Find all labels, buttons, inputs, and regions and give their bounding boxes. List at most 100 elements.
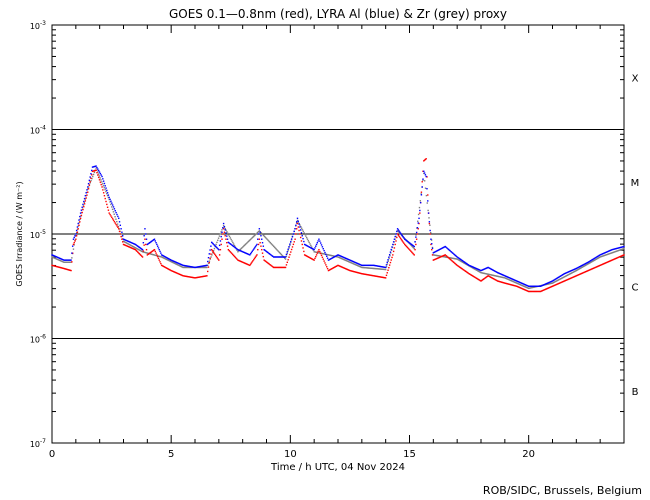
data-point <box>165 256 167 258</box>
data-point <box>70 261 72 263</box>
data-point <box>251 250 253 253</box>
data-point <box>481 269 484 271</box>
data-point <box>617 256 619 259</box>
data-point <box>121 238 124 240</box>
data-point <box>336 254 338 257</box>
data-point <box>313 259 315 261</box>
data-point <box>489 273 491 276</box>
data-point <box>231 252 233 255</box>
data-point <box>188 265 190 268</box>
data-point <box>111 218 114 220</box>
data-point <box>143 235 145 237</box>
data-point <box>539 290 542 293</box>
data-point <box>512 278 515 281</box>
data-point <box>257 231 259 234</box>
data-point <box>92 166 95 168</box>
data-point <box>463 262 465 264</box>
data-point <box>180 265 183 268</box>
data-point <box>90 180 92 182</box>
data-point <box>102 185 105 187</box>
data-point <box>338 265 340 267</box>
data-point <box>58 266 60 268</box>
data-point <box>170 269 172 272</box>
data-point <box>200 266 202 269</box>
data-point <box>72 248 75 250</box>
y-axis: 10-310-410-510-610-7 <box>30 20 624 449</box>
data-point <box>431 243 433 245</box>
data-point <box>141 255 143 257</box>
data-point <box>275 248 277 250</box>
data-point <box>233 246 236 248</box>
data-point <box>388 253 391 256</box>
data-point <box>382 276 384 279</box>
data-point <box>222 222 225 225</box>
data-point <box>513 281 515 283</box>
data-point <box>201 275 203 278</box>
data-point <box>584 271 586 273</box>
data-point <box>186 275 189 278</box>
data-point <box>333 256 336 258</box>
data-point <box>218 254 221 256</box>
data-point <box>260 235 262 237</box>
data-point <box>299 226 301 228</box>
data-point <box>452 257 454 260</box>
data-point <box>279 252 282 255</box>
data-point <box>188 266 190 269</box>
data-point <box>65 261 67 263</box>
data-point <box>181 274 183 277</box>
data-point <box>119 233 122 235</box>
data-point <box>612 251 615 254</box>
data-point <box>412 253 415 255</box>
data-point <box>258 228 261 230</box>
data-point <box>93 170 96 172</box>
data-point <box>165 258 168 261</box>
data-point <box>478 269 480 271</box>
data-point <box>555 280 558 282</box>
data-point <box>472 266 475 268</box>
data-point <box>405 239 408 242</box>
data-point <box>156 243 158 246</box>
data-point <box>224 235 226 237</box>
data-point <box>386 261 388 264</box>
data-point <box>474 268 476 271</box>
data-point <box>596 258 598 260</box>
data-point <box>503 282 505 284</box>
data-point <box>249 253 252 255</box>
data-point <box>185 275 188 278</box>
data-point <box>129 244 131 246</box>
data-point <box>594 259 596 261</box>
data-point <box>175 263 178 265</box>
data-point <box>376 268 379 270</box>
data-point <box>255 244 257 247</box>
data-point <box>608 250 611 252</box>
data-point <box>531 290 533 293</box>
flare-class-b: B <box>632 387 639 398</box>
data-point <box>299 224 301 226</box>
data-point <box>244 252 247 254</box>
data-point <box>461 259 463 262</box>
data-point <box>236 249 238 251</box>
data-point <box>377 265 379 267</box>
data-point <box>573 276 575 278</box>
data-point <box>275 256 277 258</box>
data-point <box>453 257 455 260</box>
data-point <box>144 238 146 240</box>
data-point <box>127 240 130 243</box>
data-point <box>567 278 569 281</box>
data-point <box>615 250 618 252</box>
data-point <box>424 187 427 189</box>
data-point <box>411 252 414 254</box>
data-point <box>392 243 394 246</box>
data-point <box>567 274 569 276</box>
data-point <box>615 257 618 259</box>
data-point <box>599 264 601 267</box>
data-point <box>582 266 584 268</box>
data-point <box>253 234 256 237</box>
data-point <box>268 241 271 243</box>
data-point <box>151 250 153 253</box>
data-point <box>408 248 410 250</box>
data-point <box>242 246 244 248</box>
data-point <box>563 280 566 282</box>
data-point <box>429 224 431 226</box>
data-point <box>226 238 229 240</box>
